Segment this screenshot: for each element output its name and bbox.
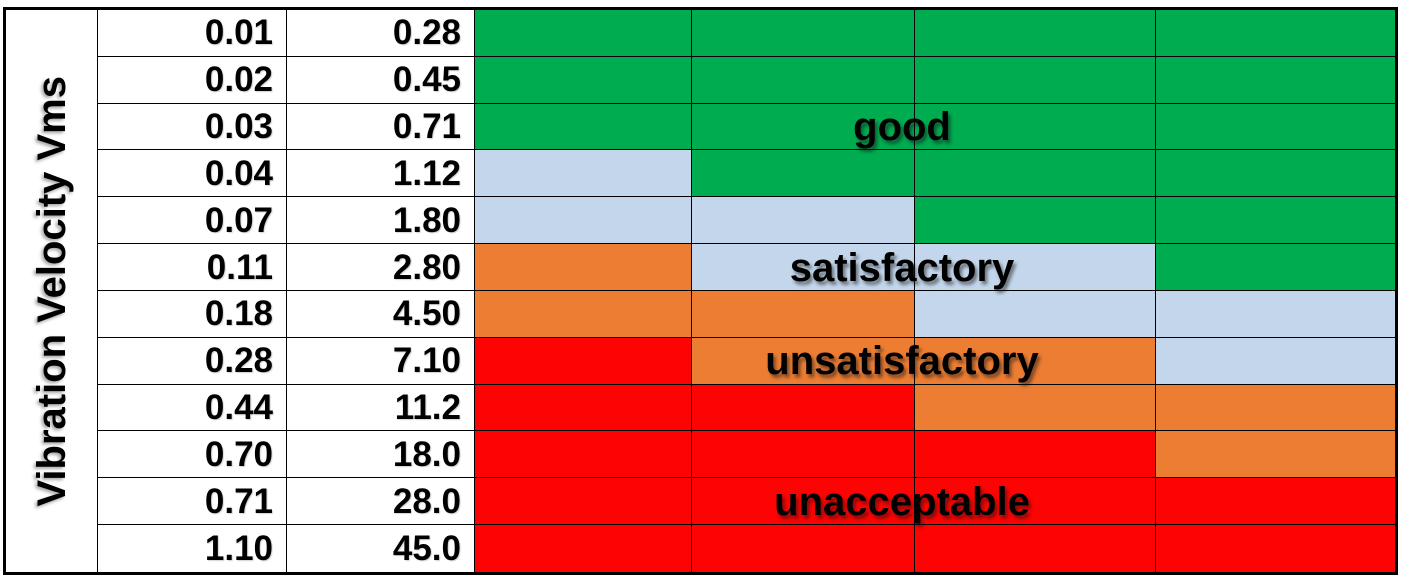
zone-cell-unacceptable xyxy=(475,337,692,385)
zone-cell-good xyxy=(692,150,915,198)
value-cell: 1.12 xyxy=(287,150,475,198)
zone-cell-good xyxy=(1156,103,1395,151)
zone-cell-good xyxy=(915,103,1156,151)
value-cell: 0.28 xyxy=(98,337,287,385)
value-cell: 18.0 xyxy=(287,431,475,479)
value-cell: 1.80 xyxy=(287,197,475,245)
value-cell: 0.44 xyxy=(98,384,287,432)
value-cell: 45.0 xyxy=(287,525,475,572)
zone-cell-unacceptable xyxy=(915,431,1156,479)
value-cell: 0.18 xyxy=(98,290,287,338)
value-cell: 0.45 xyxy=(287,56,475,104)
zone-cell-unsatisfactory xyxy=(475,244,692,291)
zone-cell-good xyxy=(1156,197,1395,245)
value-cell: 11.2 xyxy=(287,384,475,432)
zone-cell-good xyxy=(692,10,915,57)
value-cell: 0.04 xyxy=(98,150,287,198)
value-cell: 0.02 xyxy=(98,56,287,104)
zone-cell-unsatisfactory xyxy=(915,384,1156,432)
zone-cell-good xyxy=(915,197,1156,245)
value-cell: 28.0 xyxy=(287,478,475,526)
zone-cell-unsatisfactory xyxy=(475,290,692,338)
zone-cell-good xyxy=(692,103,915,151)
value-cell: 1.10 xyxy=(98,525,287,572)
zone-cell-good xyxy=(1156,56,1395,104)
zone-cell-good xyxy=(1156,244,1395,291)
zone-cell-unsatisfactory xyxy=(692,337,915,385)
zone-cell-good xyxy=(475,10,692,57)
zone-cell-satisfactory xyxy=(692,197,915,245)
zone-cell-satisfactory xyxy=(475,197,692,245)
zone-cell-unacceptable xyxy=(475,525,692,572)
zone-cell-satisfactory xyxy=(915,290,1156,338)
zone-cell-satisfactory xyxy=(475,150,692,198)
value-cell: 0.03 xyxy=(98,103,287,151)
value-cell: 0.07 xyxy=(98,197,287,245)
value-cell: 0.28 xyxy=(287,10,475,57)
zone-cell-unacceptable xyxy=(1156,478,1395,526)
zone-cell-satisfactory xyxy=(1156,290,1395,338)
zone-label-satisfactory: satisfactory xyxy=(789,245,1015,290)
zone-cell-unacceptable xyxy=(475,384,692,432)
zone-cell-good xyxy=(1156,150,1395,198)
zone-label-unsatisfactory: unsatisfactory xyxy=(765,339,1039,384)
value-cell: 0.01 xyxy=(98,10,287,57)
zone-cell-good xyxy=(915,150,1156,198)
zone-cell-unacceptable xyxy=(692,384,915,432)
zone-cell-good xyxy=(1156,10,1395,57)
value-cell: 0.70 xyxy=(98,431,287,479)
value-cell: 7.10 xyxy=(287,337,475,385)
zone-cell-satisfactory xyxy=(692,244,915,291)
severity-table: Vibration Velocity Vms 0.01 0.28 0.02 0.45 0… xyxy=(3,7,1398,575)
zone-label-good: good xyxy=(853,105,951,150)
zone-cell-unacceptable xyxy=(692,525,915,572)
zone-cell-unsatisfactory xyxy=(915,337,1156,385)
zone-cell-unacceptable xyxy=(692,478,915,526)
zone-cell-unsatisfactory xyxy=(1156,431,1395,479)
zone-cell-good xyxy=(915,10,1156,57)
y-axis-label: Vibration Velocity Vms xyxy=(29,75,74,507)
zone-cell-good xyxy=(475,103,692,151)
value-cell: 0.11 xyxy=(98,244,287,291)
value-cell: 4.50 xyxy=(287,290,475,338)
value-cell: 0.71 xyxy=(287,103,475,151)
zone-cell-unsatisfactory xyxy=(692,290,915,338)
zone-cell-satisfactory xyxy=(1156,337,1395,385)
zone-cell-unacceptable xyxy=(475,431,692,479)
zone-cell-unacceptable xyxy=(475,478,692,526)
zone-cell-good xyxy=(475,56,692,104)
y-axis-label-cell: Vibration Velocity Vms xyxy=(6,10,98,572)
zone-cell-unacceptable xyxy=(692,431,915,479)
value-cell: 0.71 xyxy=(98,478,287,526)
value-cell: 2.80 xyxy=(287,244,475,291)
zone-cell-unacceptable xyxy=(915,478,1156,526)
zone-label-unacceptable: unacceptable xyxy=(774,479,1030,524)
zone-cell-unsatisfactory xyxy=(1156,384,1395,432)
zone-cell-unacceptable xyxy=(1156,525,1395,572)
zone-cell-good xyxy=(915,56,1156,104)
zone-cell-unacceptable xyxy=(915,525,1156,572)
zone-cell-satisfactory xyxy=(915,244,1156,291)
zone-cell-good xyxy=(692,56,915,104)
